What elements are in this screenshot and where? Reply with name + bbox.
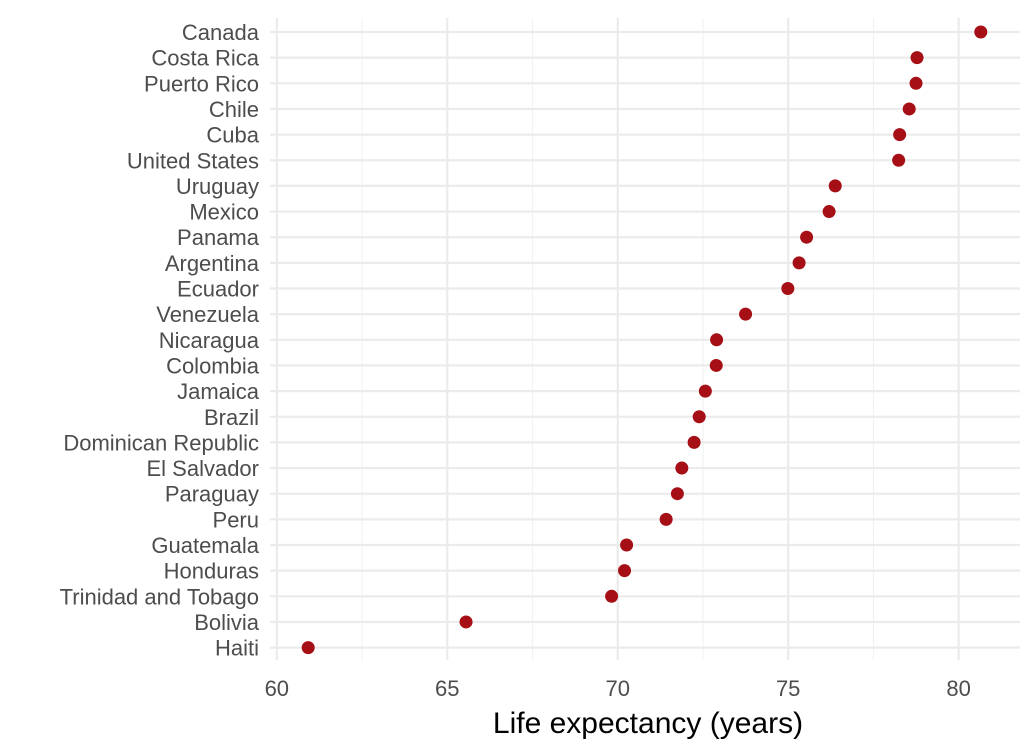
y-tick-label: Guatemala <box>151 533 259 558</box>
data-point <box>692 410 706 424</box>
data-point <box>739 307 753 321</box>
x-tick-label: 70 <box>605 676 629 701</box>
data-point <box>618 564 632 578</box>
y-tick-label: Puerto Rico <box>144 71 259 96</box>
y-tick-label: Brazil <box>204 405 259 430</box>
data-point <box>687 435 701 449</box>
y-tick-label: Venezuela <box>156 302 260 327</box>
data-point <box>910 51 924 65</box>
data-point <box>974 25 988 39</box>
y-tick-label: Ecuador <box>177 277 259 302</box>
y-tick-label: Bolivia <box>194 610 260 635</box>
data-point <box>620 538 634 552</box>
data-point <box>792 256 806 270</box>
data-point <box>909 76 923 90</box>
data-point <box>710 333 724 347</box>
y-tick-label: Jamaica <box>177 379 260 404</box>
y-tick-label: Panama <box>177 225 260 250</box>
y-tick-label: Canada <box>182 20 260 45</box>
x-tick-label: 80 <box>946 676 970 701</box>
data-point <box>781 282 795 295</box>
y-tick-label: Costa Rica <box>151 46 259 71</box>
y-tick-label: Argentina <box>165 251 260 276</box>
data-point <box>675 461 689 475</box>
data-point <box>892 153 906 167</box>
data-point <box>709 358 723 372</box>
data-point <box>459 615 473 629</box>
y-tick-label: Peru <box>213 507 259 532</box>
data-point <box>605 589 619 603</box>
y-tick-label: United States <box>127 148 259 173</box>
y-tick-label: El Salvador <box>146 456 259 481</box>
data-point <box>822 205 836 219</box>
data-point <box>828 179 842 193</box>
y-gridlines <box>270 30 1020 649</box>
data-point <box>800 230 814 244</box>
x-tick-label: 60 <box>265 676 289 701</box>
data-point <box>893 128 907 142</box>
y-tick-label: Chile <box>209 97 259 122</box>
x-axis-tick-labels: 60 65 70 75 80 <box>265 676 971 701</box>
y-tick-label: Colombia <box>166 353 260 378</box>
data-point <box>659 512 673 526</box>
data-point <box>698 384 712 398</box>
data-point <box>670 487 684 501</box>
y-tick-label: Honduras <box>164 559 259 584</box>
x-tick-label: 75 <box>776 676 800 701</box>
y-tick-label: Haiti <box>215 636 259 661</box>
y-tick-label: Cuba <box>206 123 259 148</box>
y-tick-label: Nicaragua <box>159 328 260 353</box>
data-points <box>301 25 988 655</box>
data-point <box>902 102 916 116</box>
y-tick-label: Paraguay <box>165 482 259 507</box>
x-axis-title: Life expectancy (years) <box>493 707 803 740</box>
y-tick-label: Mexico <box>189 200 259 225</box>
y-tick-label: Dominican Republic <box>63 430 259 455</box>
data-point <box>301 641 315 655</box>
y-tick-label: Uruguay <box>176 174 259 199</box>
x-tick-label: 65 <box>435 676 459 701</box>
y-tick-label: Trinidad and Tobago <box>60 584 259 609</box>
